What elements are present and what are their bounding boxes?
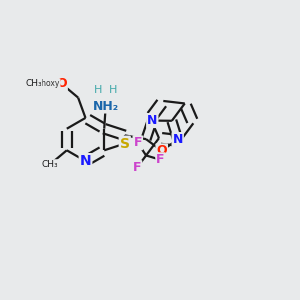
Text: N: N [147, 114, 158, 127]
Text: methoxy: methoxy [26, 79, 60, 88]
Text: F: F [133, 161, 141, 174]
Text: N: N [80, 154, 91, 168]
Text: H: H [109, 85, 117, 95]
Text: O: O [56, 77, 67, 90]
Text: H: H [94, 85, 102, 95]
Text: NH₂: NH₂ [93, 100, 119, 112]
Text: S: S [120, 136, 130, 151]
Text: N: N [172, 133, 183, 146]
Text: O: O [156, 144, 167, 157]
Text: F: F [156, 153, 165, 166]
Text: CH₃: CH₃ [42, 160, 58, 169]
Text: F: F [134, 136, 142, 149]
Text: CH₃: CH₃ [25, 79, 42, 88]
